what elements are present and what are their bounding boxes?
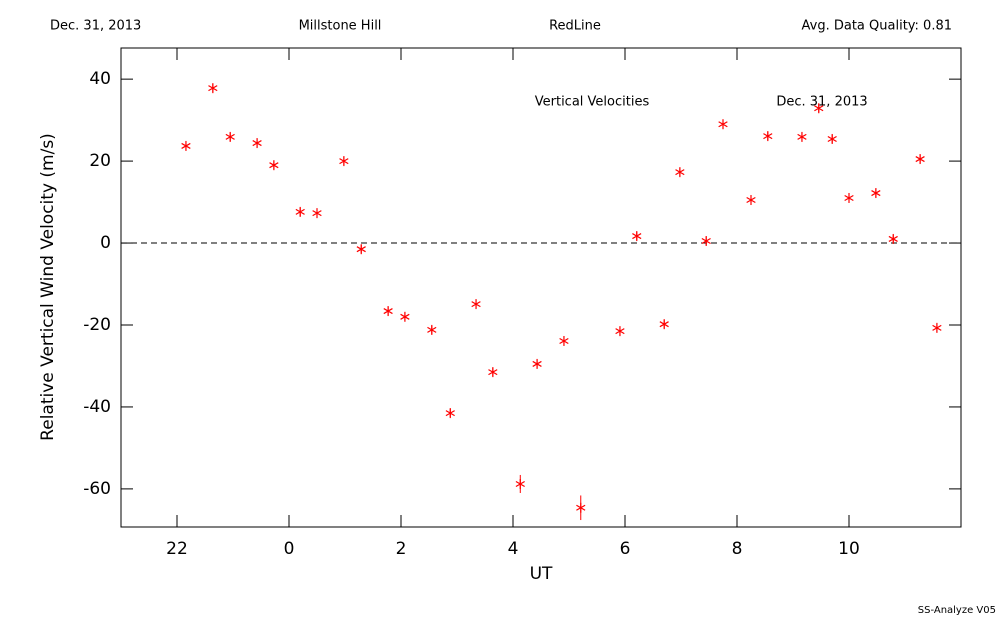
point-stroke [181, 142, 191, 149]
point [471, 299, 481, 310]
point-stroke [559, 337, 569, 344]
x-tick-label: 2 [396, 539, 407, 559]
point [915, 154, 925, 165]
header-filter: RedLine [549, 19, 601, 34]
point [339, 156, 349, 167]
point [576, 502, 586, 513]
y-tick-label: 0 [100, 233, 111, 253]
point [814, 103, 824, 114]
point [515, 478, 525, 489]
x-tick-label: 6 [620, 539, 631, 559]
point-stroke [576, 504, 586, 511]
point-stroke [445, 410, 455, 417]
point-stroke [427, 326, 437, 333]
point [383, 306, 393, 317]
point [295, 206, 305, 217]
point [488, 367, 498, 378]
y-tick-label: -40 [83, 397, 111, 417]
point [225, 131, 235, 142]
header-site: Millstone Hill [299, 19, 382, 34]
point-stroke [844, 194, 854, 201]
point-stroke [718, 121, 728, 128]
point-stroke [208, 85, 218, 92]
header-date: Dec. 31, 2013 [50, 19, 141, 34]
point-stroke [269, 162, 279, 169]
point-stroke [312, 210, 322, 217]
point [269, 160, 279, 171]
header-quality: Avg. Data Quality: 0.81 [802, 19, 952, 34]
point-stroke [488, 369, 498, 376]
annotation: Dec. 31, 2013 [776, 95, 867, 110]
annotation: Vertical Velocities [535, 95, 650, 110]
point-stroke [515, 480, 525, 487]
footer: SS-Analyze V05 [918, 605, 996, 616]
point-stroke [871, 190, 881, 197]
point [252, 138, 262, 149]
x-axis-label: UT [530, 564, 553, 584]
point-stroke [659, 321, 669, 328]
y-axis-label: Relative Vertical Wind Velocity (m/s) [38, 133, 58, 441]
point-stroke [252, 140, 262, 147]
point-stroke [471, 301, 481, 308]
point-stroke [915, 156, 925, 163]
point [181, 140, 191, 151]
point [701, 235, 711, 246]
point [797, 131, 807, 142]
point [356, 244, 366, 255]
point [718, 119, 728, 130]
x-tick-label: 0 [284, 539, 295, 559]
point [400, 311, 410, 322]
point [312, 208, 322, 219]
point [844, 192, 854, 203]
x-tick-label: 8 [732, 539, 743, 559]
point-stroke [532, 360, 542, 367]
y-tick-label: 20 [89, 151, 111, 171]
point-stroke [632, 233, 642, 240]
point-stroke [225, 133, 235, 140]
point [871, 188, 881, 199]
point [532, 358, 542, 369]
point-stroke [746, 196, 756, 204]
point-stroke [814, 105, 824, 112]
point-stroke [675, 169, 685, 176]
y-tick-label: 40 [89, 69, 111, 89]
point-stroke [615, 328, 625, 335]
point [659, 319, 669, 330]
point [445, 408, 455, 419]
y-tick-label: -20 [83, 315, 111, 335]
point-stroke [400, 313, 410, 320]
point [427, 324, 437, 335]
point-stroke [797, 133, 807, 140]
x-tick-label: 4 [508, 539, 519, 559]
point-stroke [701, 237, 711, 245]
x-tick-label: 22 [166, 539, 188, 559]
point [675, 167, 685, 178]
point-stroke [888, 235, 898, 242]
point-stroke [763, 133, 773, 140]
plot-frame [120, 47, 962, 528]
point [615, 326, 625, 337]
point-stroke [383, 308, 393, 315]
point-stroke [339, 158, 349, 165]
point [888, 233, 898, 244]
point [763, 131, 773, 142]
point [827, 133, 837, 144]
point [632, 231, 642, 242]
point-stroke [932, 324, 942, 331]
point-stroke [295, 208, 305, 215]
point [746, 195, 756, 206]
point [559, 335, 569, 346]
x-tick-label: 10 [838, 539, 860, 559]
y-tick-label: -60 [83, 479, 111, 499]
point-stroke [356, 246, 366, 253]
point-stroke [827, 135, 837, 142]
point [208, 83, 218, 94]
point [932, 322, 942, 333]
